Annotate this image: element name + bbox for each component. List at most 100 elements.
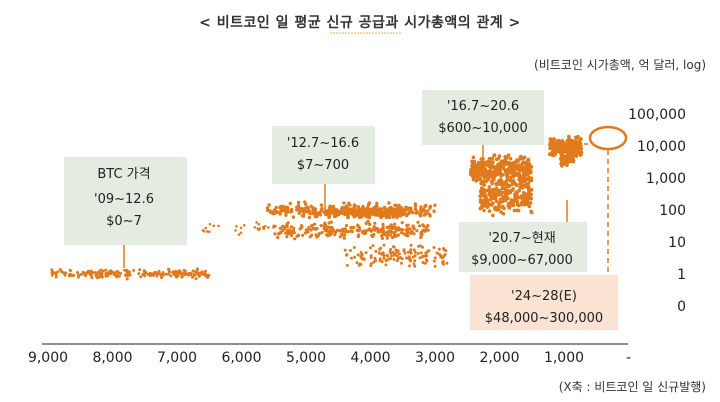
data-point bbox=[161, 273, 165, 277]
data-point bbox=[425, 254, 429, 258]
data-point bbox=[413, 250, 417, 254]
data-point bbox=[378, 259, 382, 263]
data-point bbox=[306, 207, 310, 211]
data-point bbox=[368, 222, 372, 226]
data-point bbox=[195, 268, 199, 272]
data-point bbox=[180, 272, 184, 276]
data-point bbox=[76, 271, 79, 274]
annotation-label: $48,000~300,000 bbox=[485, 311, 603, 326]
data-point bbox=[490, 195, 495, 200]
data-point bbox=[407, 255, 411, 259]
data-point bbox=[493, 207, 498, 212]
data-point bbox=[500, 190, 505, 195]
data-point bbox=[206, 276, 210, 279]
x-tick-label: 9,000 bbox=[28, 350, 68, 366]
data-point bbox=[375, 201, 379, 205]
data-point bbox=[568, 138, 573, 143]
data-point bbox=[208, 223, 212, 226]
annotation-box bbox=[64, 157, 187, 245]
data-point bbox=[443, 253, 447, 256]
data-point bbox=[412, 227, 416, 231]
data-point bbox=[340, 232, 344, 236]
data-point bbox=[471, 162, 475, 167]
data-point bbox=[104, 268, 108, 272]
data-point bbox=[205, 230, 209, 233]
data-point bbox=[419, 251, 423, 255]
data-point bbox=[379, 215, 383, 220]
data-point bbox=[393, 222, 397, 226]
data-point bbox=[296, 204, 301, 208]
data-point bbox=[180, 275, 184, 279]
data-point bbox=[514, 183, 519, 188]
data-point bbox=[388, 233, 393, 237]
data-point bbox=[125, 274, 128, 278]
data-point bbox=[432, 259, 436, 263]
data-point bbox=[521, 165, 526, 170]
data-point bbox=[405, 256, 408, 260]
data-point bbox=[494, 199, 499, 204]
data-point bbox=[379, 227, 384, 231]
data-point bbox=[433, 256, 437, 260]
data-point bbox=[421, 209, 425, 213]
data-point bbox=[493, 165, 498, 169]
data-point bbox=[275, 210, 280, 214]
data-point bbox=[168, 270, 172, 274]
data-point bbox=[313, 222, 317, 226]
data-point bbox=[395, 259, 399, 263]
data-point bbox=[406, 223, 410, 227]
data-point bbox=[373, 221, 377, 225]
data-point bbox=[139, 275, 143, 279]
data-point bbox=[279, 204, 283, 209]
data-point bbox=[494, 157, 499, 161]
data-point bbox=[489, 169, 494, 174]
data-point bbox=[304, 202, 308, 207]
data-point bbox=[389, 251, 393, 255]
data-point bbox=[368, 209, 373, 214]
data-point bbox=[289, 225, 293, 229]
data-point bbox=[493, 196, 498, 201]
data-point bbox=[343, 209, 348, 214]
data-point bbox=[492, 153, 497, 157]
x-tick-label: 5,000 bbox=[286, 350, 326, 366]
annotations-group: BTC 가격 '09~12.6 $0~7 '12.7~16.6 $7~700 '16.7~… bbox=[64, 90, 628, 330]
data-point bbox=[547, 152, 552, 157]
data-point bbox=[421, 261, 425, 265]
data-point bbox=[444, 249, 448, 253]
data-point bbox=[167, 267, 171, 271]
data-point bbox=[528, 163, 532, 167]
data-point bbox=[399, 208, 403, 213]
data-point bbox=[356, 253, 360, 257]
data-point bbox=[470, 159, 474, 164]
data-point bbox=[115, 275, 119, 279]
data-point bbox=[474, 179, 479, 183]
data-point bbox=[505, 176, 510, 180]
data-point bbox=[416, 252, 420, 255]
data-point bbox=[60, 270, 64, 274]
data-point bbox=[331, 229, 336, 233]
y-tick-label: 1,000 bbox=[646, 171, 686, 187]
data-point bbox=[357, 225, 361, 229]
data-point bbox=[511, 179, 516, 183]
data-point bbox=[478, 206, 483, 211]
data-point bbox=[257, 228, 261, 231]
data-point bbox=[373, 256, 377, 260]
data-point bbox=[508, 201, 513, 205]
data-point bbox=[141, 273, 145, 276]
data-point bbox=[413, 264, 417, 268]
data-point bbox=[204, 226, 208, 230]
data-point bbox=[409, 208, 413, 212]
data-point bbox=[518, 182, 522, 186]
data-point bbox=[273, 232, 277, 236]
data-point bbox=[563, 143, 568, 148]
data-point bbox=[484, 179, 488, 184]
x-tick-label: 7,000 bbox=[157, 350, 197, 366]
data-point bbox=[420, 232, 424, 236]
data-point bbox=[480, 181, 484, 186]
data-point bbox=[369, 256, 373, 259]
data-point bbox=[515, 172, 519, 177]
data-point bbox=[439, 254, 443, 258]
data-point bbox=[498, 177, 503, 182]
data-point bbox=[315, 235, 319, 239]
data-point bbox=[516, 163, 521, 167]
